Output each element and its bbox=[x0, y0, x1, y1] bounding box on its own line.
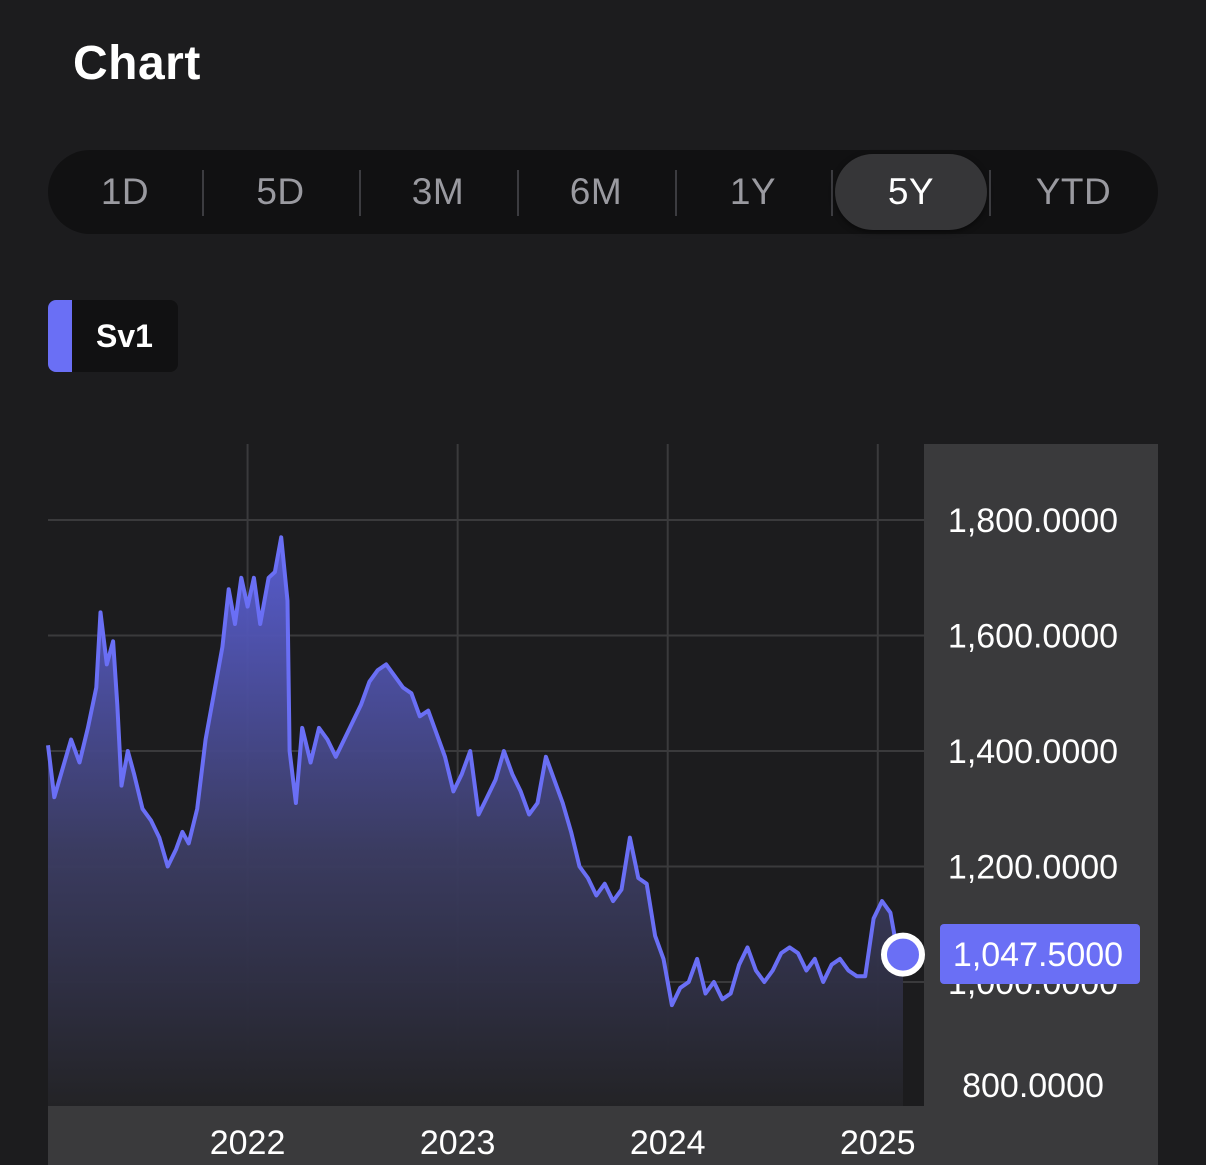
x-tick-label: 2023 bbox=[420, 1124, 496, 1162]
range-divider bbox=[989, 170, 991, 216]
legend-label: Sv1 bbox=[96, 318, 153, 354]
x-tick-label: 2022 bbox=[210, 1124, 286, 1162]
y-tick-label: 800.0000 bbox=[962, 1067, 1104, 1105]
tab-ytd[interactable]: YTD bbox=[1035, 171, 1112, 212]
range-divider bbox=[359, 170, 361, 216]
tab-5d[interactable]: 5D bbox=[256, 171, 305, 212]
series-area bbox=[48, 537, 903, 1106]
y-tick-label: 1,600.0000 bbox=[948, 618, 1118, 656]
y-tick-label: 1,200.0000 bbox=[948, 849, 1118, 887]
range-divider bbox=[831, 170, 833, 216]
y-tick-label: 1,400.0000 bbox=[948, 733, 1118, 771]
tab-6m[interactable]: 6M bbox=[569, 171, 623, 212]
y-axis-panel bbox=[924, 444, 1158, 1165]
x-tick-label: 2024 bbox=[630, 1124, 706, 1162]
legend-swatch bbox=[48, 300, 72, 372]
range-divider bbox=[202, 170, 204, 216]
y-tick-label: 1,800.0000 bbox=[948, 502, 1118, 540]
range-divider bbox=[517, 170, 519, 216]
page-title: Chart bbox=[73, 37, 201, 90]
x-tick-label: 2025 bbox=[840, 1124, 916, 1162]
current-value-badge bbox=[940, 924, 1140, 984]
range-divider bbox=[675, 170, 677, 216]
current-value-marker[interactable] bbox=[880, 932, 925, 977]
tab-1d[interactable]: 1D bbox=[100, 171, 150, 212]
x-axis-panel bbox=[48, 1106, 924, 1165]
current-value-label: 1,047.5000 bbox=[953, 936, 1123, 974]
legend-item-sv1[interactable]: Sv1 bbox=[48, 300, 178, 372]
tab-5y[interactable]: 5Y bbox=[835, 154, 987, 230]
tab-3m[interactable]: 3M bbox=[411, 171, 465, 212]
range-selector: 1D 5D 3M 6M 1Y 5Y YTD bbox=[48, 150, 1158, 234]
tab-1y[interactable]: 1Y bbox=[729, 171, 777, 212]
series-line bbox=[46, 535, 905, 1008]
